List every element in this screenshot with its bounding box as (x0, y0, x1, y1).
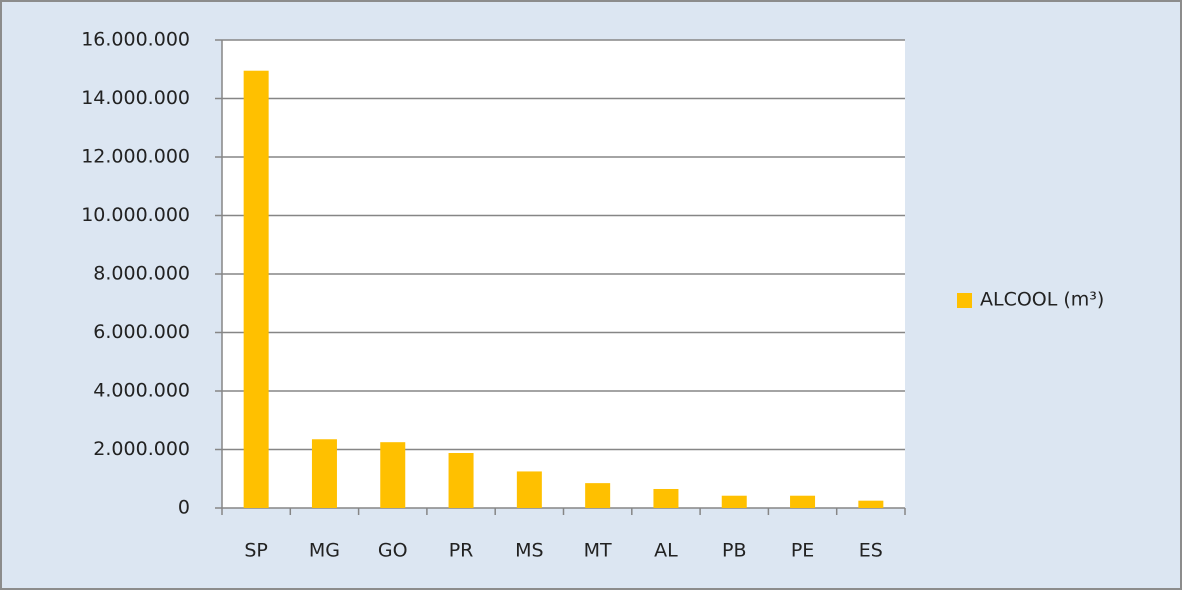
x-tick-label: PR (449, 540, 474, 562)
x-tick-label: MT (584, 540, 612, 562)
x-tick-label: MS (515, 540, 543, 562)
bar (243, 70, 269, 509)
y-tick-label: 2.000.000 (93, 438, 190, 460)
legend-label: ALCOOL (m³) (980, 289, 1104, 311)
legend-swatch (957, 293, 972, 308)
y-tick-label: 6.000.000 (93, 321, 190, 343)
y-tick-label: 4.000.000 (93, 380, 190, 402)
bar (585, 483, 611, 508)
x-tick-label: MG (309, 540, 340, 562)
x-tick-label: ES (859, 540, 883, 562)
bar (448, 453, 474, 508)
x-tick-label: PB (722, 540, 747, 562)
bar (858, 500, 884, 508)
y-tick-label: 16.000.000 (81, 29, 190, 51)
bar (721, 495, 747, 508)
bar (311, 439, 337, 508)
x-tick-label: PE (791, 540, 814, 562)
bar (516, 471, 542, 508)
y-tick-label: 0 (178, 497, 190, 519)
x-tick-label: SP (244, 540, 268, 562)
bar (790, 495, 816, 508)
x-tick-label: AL (654, 540, 678, 562)
bar (380, 442, 406, 508)
y-tick-label: 14.000.000 (81, 87, 190, 109)
bar (653, 488, 679, 508)
y-tick-label: 10.000.000 (81, 204, 190, 226)
y-tick-label: 12.000.000 (81, 146, 190, 168)
x-tick-label: GO (378, 540, 408, 562)
y-tick-label: 8.000.000 (93, 263, 190, 285)
